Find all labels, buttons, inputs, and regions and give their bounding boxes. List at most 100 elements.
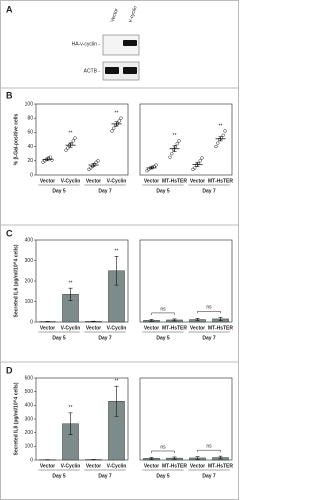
- data-point: [71, 139, 75, 143]
- comparison-bracket: [197, 449, 221, 453]
- data-point: [50, 158, 54, 162]
- group-label: Day 5: [52, 473, 66, 479]
- group-label: Day 7: [98, 188, 112, 194]
- group-label: Day 5: [156, 335, 170, 341]
- significance: **: [69, 130, 73, 136]
- y-tick-label: 100: [25, 444, 34, 450]
- panel-label: A: [6, 4, 13, 14]
- data-point: [216, 141, 220, 145]
- x-tick-label: Vector: [144, 178, 159, 184]
- significance: **: [219, 123, 223, 129]
- data-point: [73, 136, 77, 140]
- y-tick-label: 0: [30, 172, 33, 178]
- y-tick-label: 200: [25, 278, 34, 284]
- x-tick-label: MT-HsTER: [208, 325, 233, 331]
- y-axis-label: Secreted IL8 (pg/ml/10^4 cells): [13, 382, 19, 455]
- band: [105, 67, 119, 74]
- panel-label: D: [6, 365, 13, 375]
- data-point: [66, 146, 70, 150]
- y-tick-label: 200: [25, 430, 34, 436]
- data-point: [150, 165, 155, 169]
- row-label: ACTB -: [84, 68, 101, 74]
- y-tick-label: 0: [30, 457, 33, 463]
- panel-label: B: [6, 90, 13, 100]
- y-tick-label: 100: [25, 101, 34, 107]
- data-point: [221, 133, 225, 137]
- data-point: [170, 152, 174, 156]
- data-point: [193, 166, 197, 170]
- x-tick-label: Vector: [144, 325, 159, 331]
- blot-membrane: [102, 61, 140, 81]
- x-tick-label: Vector: [86, 463, 101, 469]
- lane-label: v-cyclin: [127, 5, 138, 23]
- data-point: [223, 129, 227, 133]
- plot-frame: [139, 103, 233, 176]
- significance: **: [69, 405, 73, 411]
- x-tick-label: Vector: [190, 325, 205, 331]
- band: [123, 40, 137, 46]
- western-blot: Vector v-cyclin HA-v-cyclin - ACTB -: [72, 5, 140, 81]
- group-label: Day 5: [52, 335, 66, 341]
- y-tick-label: 20: [27, 158, 33, 164]
- y-tick-label: 300: [25, 258, 34, 264]
- comparison-bracket: [151, 450, 175, 453]
- y-tick-label: 400: [25, 237, 34, 243]
- x-tick-label: Vector: [40, 463, 55, 469]
- y-tick-label: 40: [27, 144, 33, 150]
- data-point: [214, 144, 218, 149]
- data-point: [173, 144, 178, 149]
- comparison-bracket: [151, 312, 175, 315]
- y-tick-label: 100: [25, 299, 34, 305]
- data-point: [168, 155, 172, 159]
- group-label: Day 7: [98, 335, 112, 341]
- data-point: [119, 116, 123, 120]
- data-point: [177, 139, 181, 143]
- x-tick-label: MT-HsTER: [208, 463, 233, 469]
- data-point: [48, 155, 52, 159]
- comparison-label: ns: [206, 305, 212, 311]
- y-tick-label: 300: [25, 416, 34, 422]
- data-point: [175, 142, 179, 146]
- x-tick-label: Vector: [190, 178, 205, 184]
- data-point: [154, 163, 158, 167]
- lane-label: Vector: [109, 7, 120, 23]
- group-label: Day 7: [202, 473, 216, 479]
- x-tick-label: Vector: [190, 463, 205, 469]
- x-tick-label: Vector: [40, 178, 55, 184]
- y-tick-label: 600: [25, 375, 34, 381]
- data-point: [200, 156, 204, 160]
- significance: **: [115, 379, 119, 385]
- significance: **: [115, 111, 119, 117]
- x-tick-label: MT-HsTER: [208, 178, 233, 184]
- group-label: Day 7: [202, 188, 216, 194]
- y-axis-label: Secreted IL6 (pg/ml/10^4 cells): [13, 244, 19, 317]
- plot-frame: [139, 377, 233, 461]
- figure: A B C D Vector v-cyclin HA-v-cyclin - AC…: [0, 0, 239, 500]
- data-point: [171, 147, 176, 152]
- plot-frame: [35, 103, 129, 176]
- group-label: Day 5: [52, 188, 66, 194]
- panel-label: C: [6, 228, 13, 238]
- data-point: [64, 148, 68, 152]
- x-tick-label: Vector: [86, 325, 101, 331]
- group-label: Day 7: [202, 335, 216, 341]
- y-axis-label: % β-Gal-positive cells: [13, 113, 19, 165]
- comparison-label: ns: [206, 444, 212, 450]
- x-tick-label: MT-HsTER: [162, 178, 187, 184]
- data-point: [112, 126, 116, 130]
- y-tick-label: 0: [30, 319, 33, 325]
- group-label: Day 7: [98, 473, 112, 479]
- data-point: [110, 129, 114, 133]
- x-tick-label: V-Cyclin: [61, 463, 81, 469]
- data-point: [198, 159, 202, 163]
- x-tick-label: V-Cyclin: [107, 463, 127, 469]
- comparison-label: ns: [160, 444, 166, 450]
- y-tick-label: 400: [25, 403, 34, 409]
- comparison-bracket: [197, 311, 221, 314]
- x-tick-label: V-Cyclin: [107, 178, 127, 184]
- band: [123, 67, 137, 74]
- x-tick-label: Vector: [86, 178, 101, 184]
- x-tick-label: MT-HsTER: [162, 325, 187, 331]
- x-tick-label: MT-HsTER: [162, 463, 187, 469]
- significance: **: [115, 249, 119, 255]
